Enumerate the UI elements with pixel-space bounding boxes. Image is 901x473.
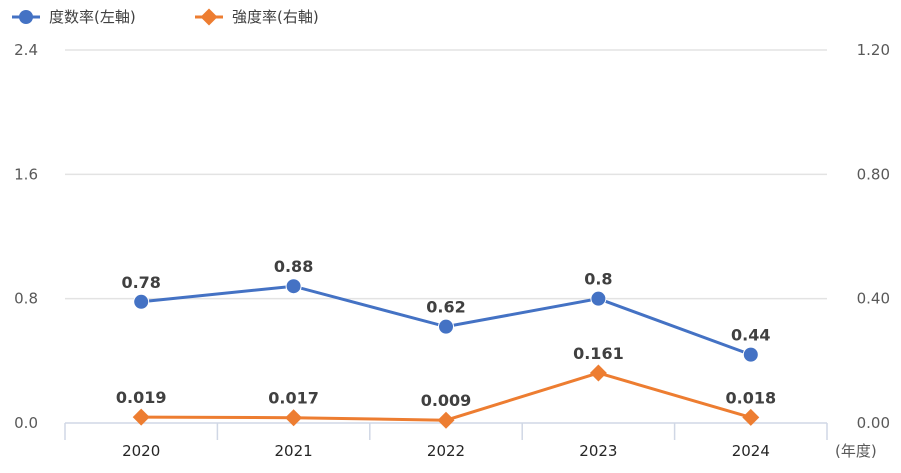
legend-label: 強度率(右軸) — [232, 8, 319, 26]
y-left-tick-label: 1.6 — [14, 165, 38, 183]
y-right-tick-label: 0.80 — [857, 165, 890, 183]
data-label: 0.78 — [121, 273, 160, 292]
data-label: 0.88 — [274, 257, 313, 276]
x-tick-label: 2021 — [275, 442, 313, 460]
data-label: 0.009 — [421, 391, 472, 410]
data-point-circle — [438, 318, 454, 335]
y-right-tick-label: 0.40 — [857, 290, 890, 308]
y-left-tick-label: 0.8 — [14, 290, 38, 308]
x-tick-label: 2022 — [427, 442, 465, 460]
y-right-tick-label: 1.20 — [857, 41, 890, 59]
data-point-circle — [742, 346, 759, 363]
y-left-tick-label: 2.4 — [14, 41, 38, 59]
data-label: 0.8 — [584, 270, 612, 289]
data-label: 0.019 — [116, 388, 167, 407]
data-point-circle — [590, 290, 607, 307]
x-tick-label: 2020 — [122, 442, 160, 460]
x-tick-label: 2024 — [732, 442, 770, 460]
x-tick-label: 2023 — [579, 442, 617, 460]
data-point-diamond — [742, 408, 760, 426]
legend-label: 度数率(左軸) — [49, 8, 136, 26]
y-right-tick-label: 0.00 — [857, 414, 890, 432]
data-point-diamond — [285, 409, 303, 427]
data-label: 0.018 — [725, 388, 776, 407]
data-point-diamond — [132, 408, 150, 426]
data-label: 0.62 — [426, 298, 465, 317]
legend-diamond-icon — [200, 8, 218, 26]
data-label: 0.44 — [731, 326, 770, 345]
data-label: 0.017 — [268, 389, 319, 408]
y-left-tick-label: 0.0 — [14, 414, 38, 432]
data-point-diamond — [437, 411, 455, 429]
data-point-circle — [285, 278, 302, 295]
x-axis-label: (年度) — [835, 442, 877, 460]
data-point-circle — [133, 293, 150, 310]
legend-circle-icon — [19, 10, 33, 24]
data-label: 0.161 — [573, 344, 624, 363]
data-point-diamond — [589, 364, 607, 382]
